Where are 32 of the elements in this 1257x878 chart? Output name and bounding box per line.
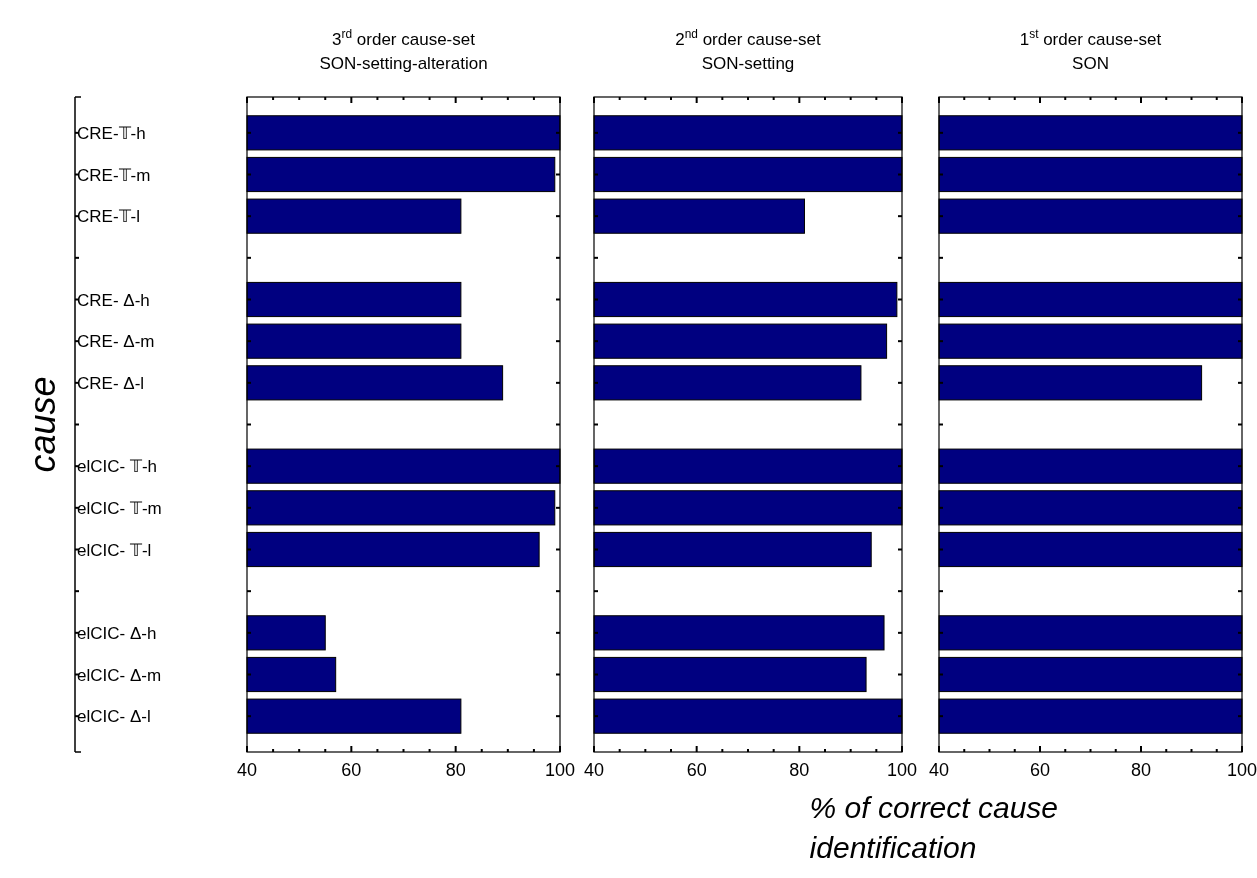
chart-title: 1$^{st}$ order cause-set bbox=[1019, 27, 1162, 49]
y-tick-label: CRE-𝕋-m bbox=[77, 165, 151, 185]
y-tick-label: elCIC- Δ-l bbox=[77, 707, 151, 727]
x-tick-label: 40 bbox=[583, 760, 605, 780]
x-tick-label: 100 bbox=[886, 760, 918, 780]
chart-subtitle: SON-setting-alteration bbox=[319, 54, 488, 73]
x-tick-label: 60 bbox=[341, 760, 362, 780]
y-tick-label: elCIC- 𝕋-l bbox=[77, 540, 152, 560]
x-tick-label: 60 bbox=[686, 760, 707, 780]
y-tick-label: CRE- Δ-m bbox=[77, 332, 155, 352]
chart-subtitle: SON bbox=[1072, 54, 1109, 73]
y-tick-label: CRE-𝕋-l bbox=[77, 207, 140, 227]
x-tick-label: 100 bbox=[544, 760, 576, 780]
chart-title: 3$^{rd}$ order cause-set bbox=[332, 27, 476, 49]
y-tick-label: elCIC- Δ-m bbox=[77, 665, 162, 685]
y-tick-label: CRE- Δ-h bbox=[77, 290, 150, 310]
chart-title: 2$^{nd}$ order cause-set bbox=[675, 27, 822, 49]
y-tick-label: elCIC- 𝕋-m bbox=[77, 498, 162, 518]
y-tick-label: elCIC- 𝕋-h bbox=[77, 457, 158, 477]
y-tick-label: CRE- Δ-l bbox=[77, 373, 145, 393]
x-tick-label: 40 bbox=[236, 760, 258, 780]
x-axis-title: % of correct cause identification bbox=[809, 791, 1059, 864]
x-tick-label: 60 bbox=[1029, 760, 1051, 780]
x-tick-label: 80 bbox=[789, 760, 810, 780]
y-tick-label: CRE-𝕋-h bbox=[77, 123, 146, 143]
y-axis-title: cause bbox=[22, 376, 63, 473]
chart-subtitle: SON-setting bbox=[701, 54, 795, 73]
x-tick-label: 100 bbox=[1226, 760, 1257, 780]
x-tick-label: 80 bbox=[445, 760, 466, 780]
x-tick-label: 40 bbox=[928, 760, 950, 780]
y-tick-label: elCIC- Δ-h bbox=[77, 623, 157, 643]
x-tick-label: 80 bbox=[1130, 760, 1152, 780]
